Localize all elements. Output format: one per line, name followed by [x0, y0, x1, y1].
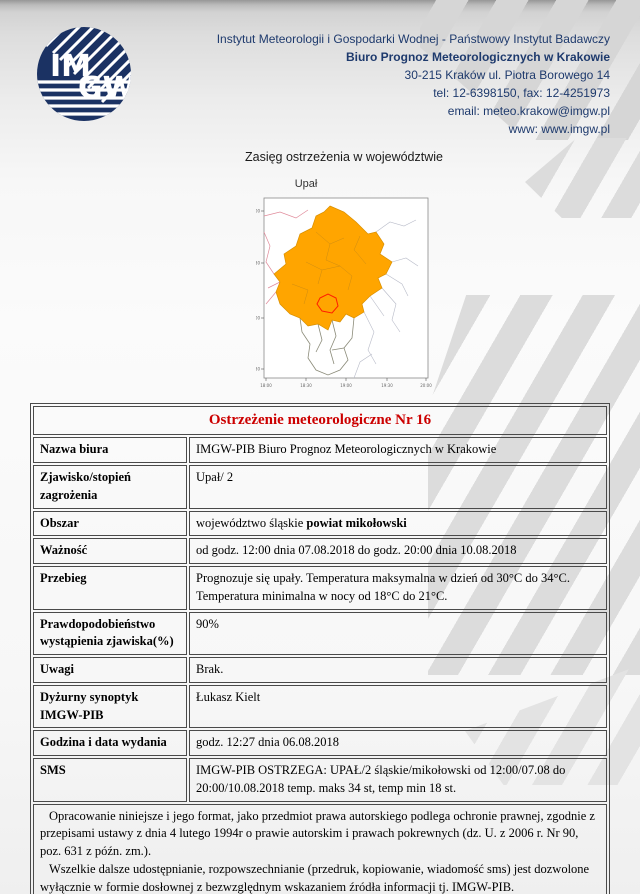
institute-name: Instytut Meteorologii i Gospodarki Wodne… [216, 32, 610, 46]
letterhead: IM GW Instytut Meteorologii i Gospodarki… [0, 0, 640, 150]
x-tick: 18:30 [300, 383, 312, 388]
row-value: Upał/ 2 [189, 465, 607, 509]
copyright-note: Opracowanie niniejsze i jego format, jak… [33, 803, 607, 894]
row-label: Godzina i data wydania [33, 730, 187, 757]
phone-fax: tel: 12-6398150, fax: 12-4251973 [433, 86, 610, 100]
warning-area-slaskie [273, 205, 393, 331]
map-section-title: Zasięg ostrzeżenia w województwie [244, 150, 443, 164]
table-row: Godzina i data wydania godz. 12:27 dnia … [33, 730, 607, 757]
institute-address-block: Instytut Meteorologii i Gospodarki Wodne… [217, 30, 610, 138]
copyright-paragraph-1: Opracowanie niniejsze i jego format, jak… [40, 808, 595, 859]
x-tick: 19:30 [381, 383, 393, 388]
voivodeship-map: 51:00 50:30 50:00 49:30 18:00 18:30 19:0… [248, 197, 432, 388]
table-row: Ważność od godz. 12:00 dnia 07.08.2018 d… [33, 538, 607, 565]
row-label: Przebieg [33, 566, 187, 610]
row-label: Zjawisko/stopień zagrożenia [33, 465, 187, 509]
row-value: od godz. 12:00 dnia 07.08.2018 do godz. … [189, 538, 607, 565]
y-tick: 50:30 [256, 261, 260, 266]
svg-text:IM: IM [50, 49, 91, 84]
row-value: IMGW-PIB Biuro Prognoz Meteorologicznych… [189, 437, 607, 464]
row-value: Prognozuje się upały. Temperatura maksym… [189, 566, 607, 610]
table-row: Zjawisko/stopień zagrożenia Upał/ 2 [33, 465, 607, 509]
website: www: www.imgw.pl [508, 122, 610, 136]
row-value: Łukasz Kielt [189, 684, 607, 729]
row-label: Nazwa biura [33, 437, 187, 464]
x-tick: 18:00 [260, 383, 272, 388]
warning-map-block: Upał [248, 178, 432, 397]
row-value: województwo śląskie powiat mikołowski [189, 510, 607, 537]
row-label: Uwagi [33, 657, 187, 683]
row-label: Dyżurny synoptyk IMGW-PIB [33, 684, 187, 729]
y-tick: 51:00 [256, 209, 260, 214]
row-label: Prawdopodobieństwo wystąpienia zjawiska(… [33, 611, 187, 656]
imgw-logo-icon: IM GW [37, 27, 136, 121]
row-value: 90% [189, 611, 607, 656]
table-row: Uwagi Brak. [33, 657, 607, 683]
copyright-paragraph-2: Wszelkie dalsze udostępnianie, rozpowsze… [40, 861, 590, 894]
x-tick: 20:00 [420, 383, 432, 388]
table-row: Prawdopodobieństwo wystąpienia zjawiska(… [33, 611, 607, 656]
table-footer-row: Opracowanie niniejsze i jego format, jak… [33, 803, 607, 894]
street-address: 30-215 Kraków ul. Piotra Borowego 14 [404, 68, 610, 82]
map-phenomenon-label: Upał [294, 178, 318, 190]
email: email: meteo.krakow@imgw.pl [447, 104, 610, 118]
y-tick: 49:30 [256, 367, 260, 372]
row-label: SMS [33, 758, 187, 802]
svg-text:GW: GW [78, 71, 136, 106]
table-row: Obszar województwo śląskie powiat mikoło… [33, 510, 607, 537]
row-label: Obszar [33, 510, 187, 537]
table-row: Dyżurny synoptyk IMGW-PIB Łukasz Kielt [33, 684, 607, 729]
table-row: Przebieg Prognozuje się upały. Temperatu… [33, 566, 607, 610]
row-value: Brak. [189, 657, 607, 683]
bureau-name: Biuro Prognoz Meteorologicznych w Krakow… [345, 50, 610, 64]
warning-table: Ostrzeżenie meteorologiczne Nr 16 Nazwa … [30, 403, 610, 894]
row-label: Ważność [33, 538, 187, 565]
highlight-powiat-mikolowski [316, 293, 339, 314]
row-value: godz. 12:27 dnia 06.08.2018 [189, 730, 607, 757]
table-row: SMS IMGW-PIB OSTRZEGA: UPAŁ/2 śląskie/mi… [33, 758, 607, 802]
row-value: IMGW-PIB OSTRZEGA: UPAŁ/2 śląskie/mikoło… [189, 758, 607, 802]
table-row: Nazwa biura IMGW-PIB Biuro Prognoz Meteo… [33, 437, 607, 464]
y-tick: 50:00 [256, 316, 260, 321]
x-tick: 19:00 [340, 383, 352, 388]
warning-title: Ostrzeżenie meteorologiczne Nr 16 [33, 406, 607, 436]
